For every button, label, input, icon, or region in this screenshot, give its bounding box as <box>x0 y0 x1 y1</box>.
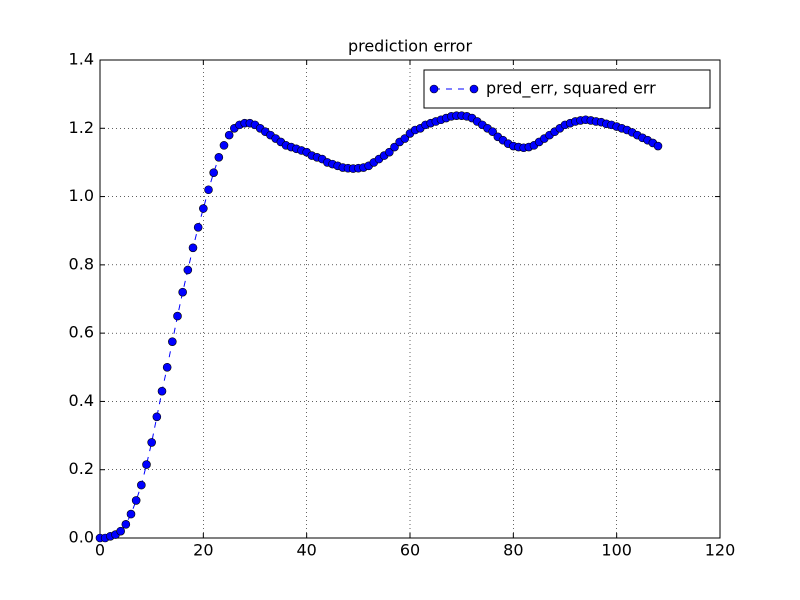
data-point <box>152 412 162 422</box>
x-tick-label: 60 <box>400 541 420 560</box>
x-tick-label: 0 <box>95 541 105 560</box>
data-point <box>488 127 497 136</box>
legend-label: pred_err, squared err <box>486 79 656 99</box>
data-point <box>400 134 410 143</box>
x-tick-label: 20 <box>193 541 213 560</box>
data-point <box>193 223 203 232</box>
data-point <box>162 362 172 372</box>
data-point <box>214 153 224 162</box>
x-tick-label: 100 <box>601 541 632 560</box>
x-tick-label: 120 <box>705 541 736 560</box>
data-point <box>385 147 394 157</box>
data-point <box>157 386 167 396</box>
legend-box <box>423 69 711 109</box>
y-tick-label: 0.0 <box>69 528 94 547</box>
data-point <box>188 243 198 253</box>
data-point <box>116 526 125 536</box>
y-tick-label: 0.2 <box>69 459 94 478</box>
data-point <box>142 460 151 469</box>
data-point <box>173 311 182 321</box>
data-point <box>137 480 146 490</box>
data-point <box>199 204 208 213</box>
legend-marker <box>469 84 479 94</box>
data-point <box>121 520 131 529</box>
x-tick-label: 80 <box>503 541 523 560</box>
legend-marker <box>429 84 439 94</box>
y-tick-label: 0.4 <box>69 391 94 410</box>
data-point <box>126 509 136 519</box>
data-point <box>178 287 187 297</box>
y-tick-label: 1.2 <box>69 118 94 137</box>
data-point <box>131 496 141 505</box>
data-point <box>224 130 234 140</box>
data-point <box>390 142 399 152</box>
y-tick-label: 1.4 <box>69 50 94 69</box>
y-tick-label: 1.0 <box>69 186 94 205</box>
data-point <box>219 141 229 150</box>
data-point <box>204 185 213 195</box>
data-point <box>183 265 193 275</box>
data-point <box>653 141 663 151</box>
x-tick-label: 40 <box>296 541 316 560</box>
chart-title: prediction error <box>348 37 473 56</box>
plot-frame <box>99 59 721 539</box>
data-point <box>147 438 156 447</box>
y-tick-label: 0.6 <box>69 323 94 342</box>
y-tick-label: 0.8 <box>69 254 94 273</box>
data-point <box>168 337 177 346</box>
data-point <box>209 168 218 177</box>
